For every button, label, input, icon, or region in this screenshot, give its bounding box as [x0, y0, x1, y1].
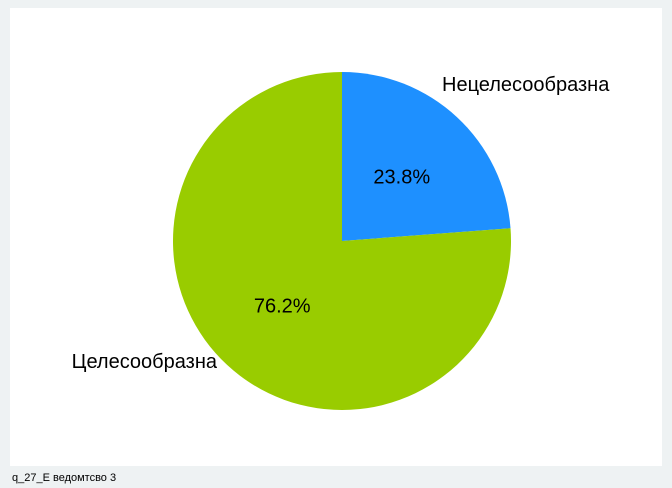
pie-slices — [173, 72, 512, 410]
pie-slice-0 — [342, 72, 511, 241]
pie-labels: 23.8% Нецелесообразна 76.2% Целесообразна — [72, 74, 611, 373]
pie-slice-1 — [173, 72, 512, 410]
slice-name-label-0: Нецелесообразна — [442, 74, 610, 96]
slice-percent-label-1: 76.2% — [254, 295, 311, 317]
slice-percent-label-0: 23.8% — [373, 167, 430, 189]
slice-name-label-1: Целесообразна — [72, 351, 218, 373]
footnote: q_27_E ведомтсво 3 — [12, 472, 117, 484]
